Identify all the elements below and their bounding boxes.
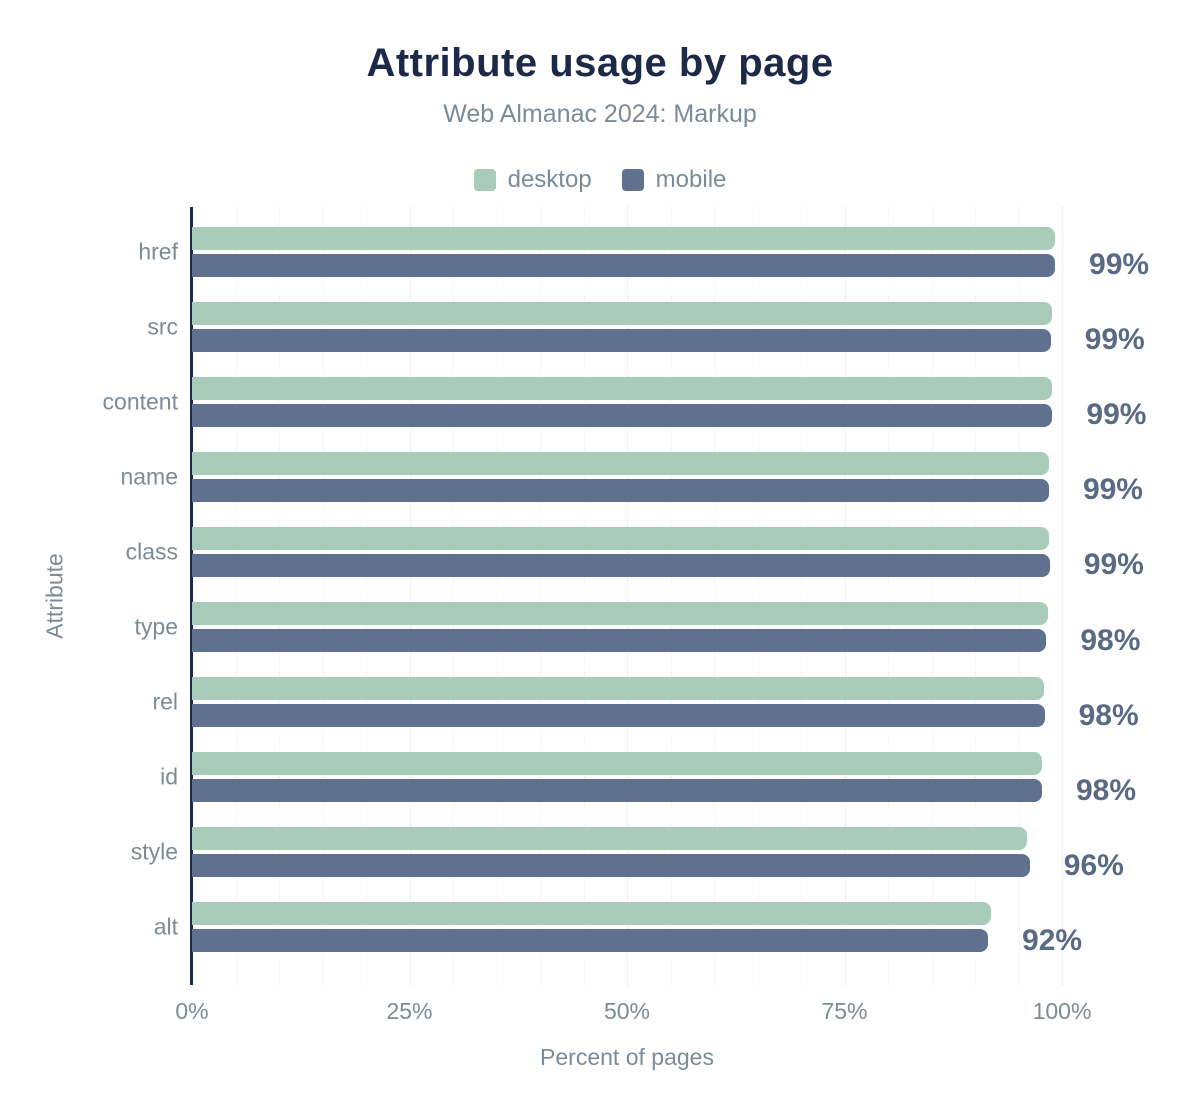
gridline-80pct: [888, 207, 889, 985]
bar-row-class: class 99%: [126, 514, 1144, 589]
x-tick-25pct: 25%: [386, 998, 433, 1024]
category-label-alt: alt: [153, 913, 178, 940]
value-label-rel: 98%: [1078, 698, 1139, 732]
bar-mobile-src: 99%: [192, 323, 1145, 356]
gridline-35pct: [496, 207, 498, 985]
desktop-swatch-icon: [473, 169, 496, 191]
gridline-40pct: [540, 207, 541, 985]
bar-mobile-content: 99%: [192, 398, 1146, 431]
bar-desktop-style: [192, 827, 1028, 851]
x-axis-title: Percent of pages: [540, 1044, 714, 1070]
bar-desktop-name: [192, 451, 1049, 475]
bar-rows: href 99% src 99% content 99% name 99% class 99% ty…: [103, 207, 1149, 965]
legend-label-mobile: mobile: [655, 166, 727, 193]
category-label-style: style: [130, 838, 178, 865]
value-label-src: 99%: [1084, 323, 1145, 357]
bar-desktop-src: [192, 301, 1052, 325]
gridline-20pct: [366, 207, 367, 985]
gridline-50pct: [627, 207, 628, 985]
gridline-70pct: [801, 207, 802, 985]
gridline-85pct: [931, 207, 933, 985]
chart-subtitle: Web Almanac 2024: Markup: [443, 100, 757, 128]
bar-row-style: style 96%: [131, 815, 1124, 890]
chart-title: Attribute usage by page: [366, 41, 834, 85]
bar-desktop-href: [192, 226, 1056, 250]
x-tick-75pct: 75%: [821, 998, 868, 1024]
value-label-href: 99%: [1089, 248, 1150, 282]
plot-area: href 99% src 99% content 99% name 99% class 99% ty…: [103, 207, 1149, 985]
gridline-55pct: [670, 207, 672, 985]
x-tick-50pct: 50%: [603, 998, 651, 1024]
bar-row-type: type 98%: [135, 589, 1140, 664]
legend: desktop mobile: [0, 166, 1200, 194]
gridline-10pct: [279, 207, 280, 985]
gridline-90pct: [975, 207, 976, 985]
y-axis-line: [190, 207, 193, 985]
bar-mobile-rel: 98%: [192, 699, 1139, 732]
bar-row-name: name 99%: [120, 439, 1143, 514]
legend-item-mobile: mobile: [621, 166, 727, 194]
x-tick-0pct: 0%: [175, 998, 209, 1024]
x-axis-ticks: 0% 25% 50% 75% 100%: [175, 998, 1091, 1028]
bar-mobile-name: 99%: [192, 473, 1143, 506]
value-label-id: 98%: [1075, 773, 1137, 807]
legend-label-desktop: desktop: [507, 166, 592, 193]
category-label-name: name: [120, 463, 178, 490]
value-label-style: 96%: [1063, 848, 1124, 882]
legend-item-desktop: desktop: [473, 166, 592, 194]
bar-row-alt: alt 92%: [154, 890, 1082, 965]
bar-row-content: content 99%: [103, 364, 1146, 439]
bar-row-rel: rel 98%: [152, 665, 1139, 740]
bar-mobile-href: 99%: [192, 248, 1149, 281]
gridline-95pct: [1018, 207, 1020, 985]
gridline-60pct: [714, 207, 715, 985]
category-label-type: type: [134, 613, 178, 640]
x-tick-100pct: 100%: [1032, 998, 1092, 1024]
bar-mobile-style: 96%: [192, 849, 1124, 882]
y-axis-title: Attribute: [41, 553, 68, 639]
mobile-swatch-icon: [621, 169, 644, 191]
gridline-30pct: [453, 207, 454, 985]
category-label-href: href: [138, 238, 178, 265]
bar-desktop-content: [192, 376, 1053, 400]
gridline-45pct: [583, 207, 585, 985]
bar-desktop-rel: [192, 677, 1044, 701]
bar-mobile-alt: 92%: [192, 924, 1082, 957]
bar-row-id: id 98%: [160, 740, 1136, 815]
value-label-type: 98%: [1080, 623, 1141, 657]
value-label-alt: 92%: [1022, 923, 1083, 957]
gridline-75pct: [844, 207, 846, 985]
bar-mobile-id: 98%: [192, 774, 1136, 807]
value-label-name: 99%: [1082, 473, 1143, 507]
gridline-5pct: [235, 207, 237, 985]
category-label-class: class: [125, 538, 178, 565]
bar-desktop-id: [192, 752, 1042, 776]
category-label-id: id: [160, 763, 178, 790]
gridline-65pct: [757, 207, 759, 985]
bar-desktop-alt: [192, 902, 991, 926]
bar-row-src: src 99%: [147, 289, 1145, 364]
bar-desktop-class: [192, 526, 1049, 550]
bar-row-href: href 99%: [138, 214, 1149, 289]
value-label-class: 99%: [1083, 548, 1144, 582]
category-label-src: src: [147, 313, 178, 340]
gridline-25pct: [409, 207, 411, 985]
bar-mobile-class: 99%: [192, 548, 1144, 581]
gridline-15pct: [322, 207, 324, 985]
bar-mobile-type: 98%: [192, 624, 1140, 657]
category-label-content: content: [102, 388, 178, 415]
value-label-content: 99%: [1086, 398, 1147, 432]
category-label-rel: rel: [152, 688, 178, 715]
gridline-100pct: [1062, 207, 1063, 985]
bar-desktop-type: [192, 602, 1049, 626]
